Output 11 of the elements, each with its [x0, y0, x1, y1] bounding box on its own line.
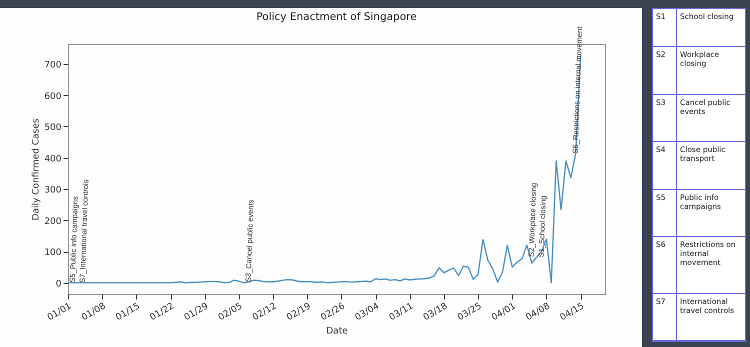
y-tick-label: 600	[44, 92, 62, 102]
y-tick-label: 700	[44, 60, 62, 70]
y-axis-title: Daily Confirmed Cases	[31, 118, 42, 220]
y-tick-label: 200	[44, 216, 62, 227]
y-tick-label: 500	[44, 123, 62, 133]
chart-title: Policy Enactment of Singapore	[256, 11, 417, 24]
y-tick-label: 400	[44, 154, 62, 164]
y-tick-label: 100	[44, 248, 62, 258]
x-axis-title: Date	[326, 326, 348, 336]
y-tick-label: 0	[56, 279, 62, 290]
y-tick-label: 300	[44, 186, 62, 196]
